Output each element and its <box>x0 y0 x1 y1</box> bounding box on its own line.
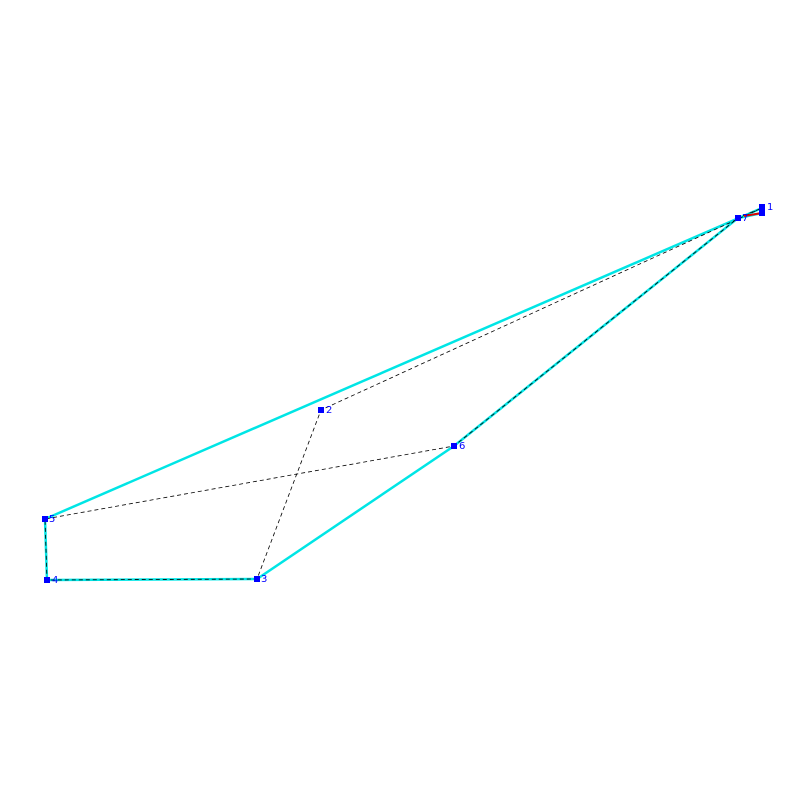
point <box>318 407 324 413</box>
point <box>42 516 48 522</box>
point-label: 5 <box>49 514 55 525</box>
point-label: 4 <box>52 575 58 586</box>
point <box>44 577 50 583</box>
path <box>44 207 763 581</box>
point <box>759 210 765 216</box>
point-label: 3 <box>261 574 267 585</box>
point <box>451 443 457 449</box>
point-label: 7 <box>742 213 748 224</box>
convex-hull <box>43 206 764 582</box>
point <box>759 204 765 211</box>
point-label: 1 <box>767 202 773 213</box>
point-label: 6 <box>459 441 465 452</box>
point-label: 2 <box>326 405 332 416</box>
point <box>254 576 260 582</box>
point <box>735 215 741 221</box>
